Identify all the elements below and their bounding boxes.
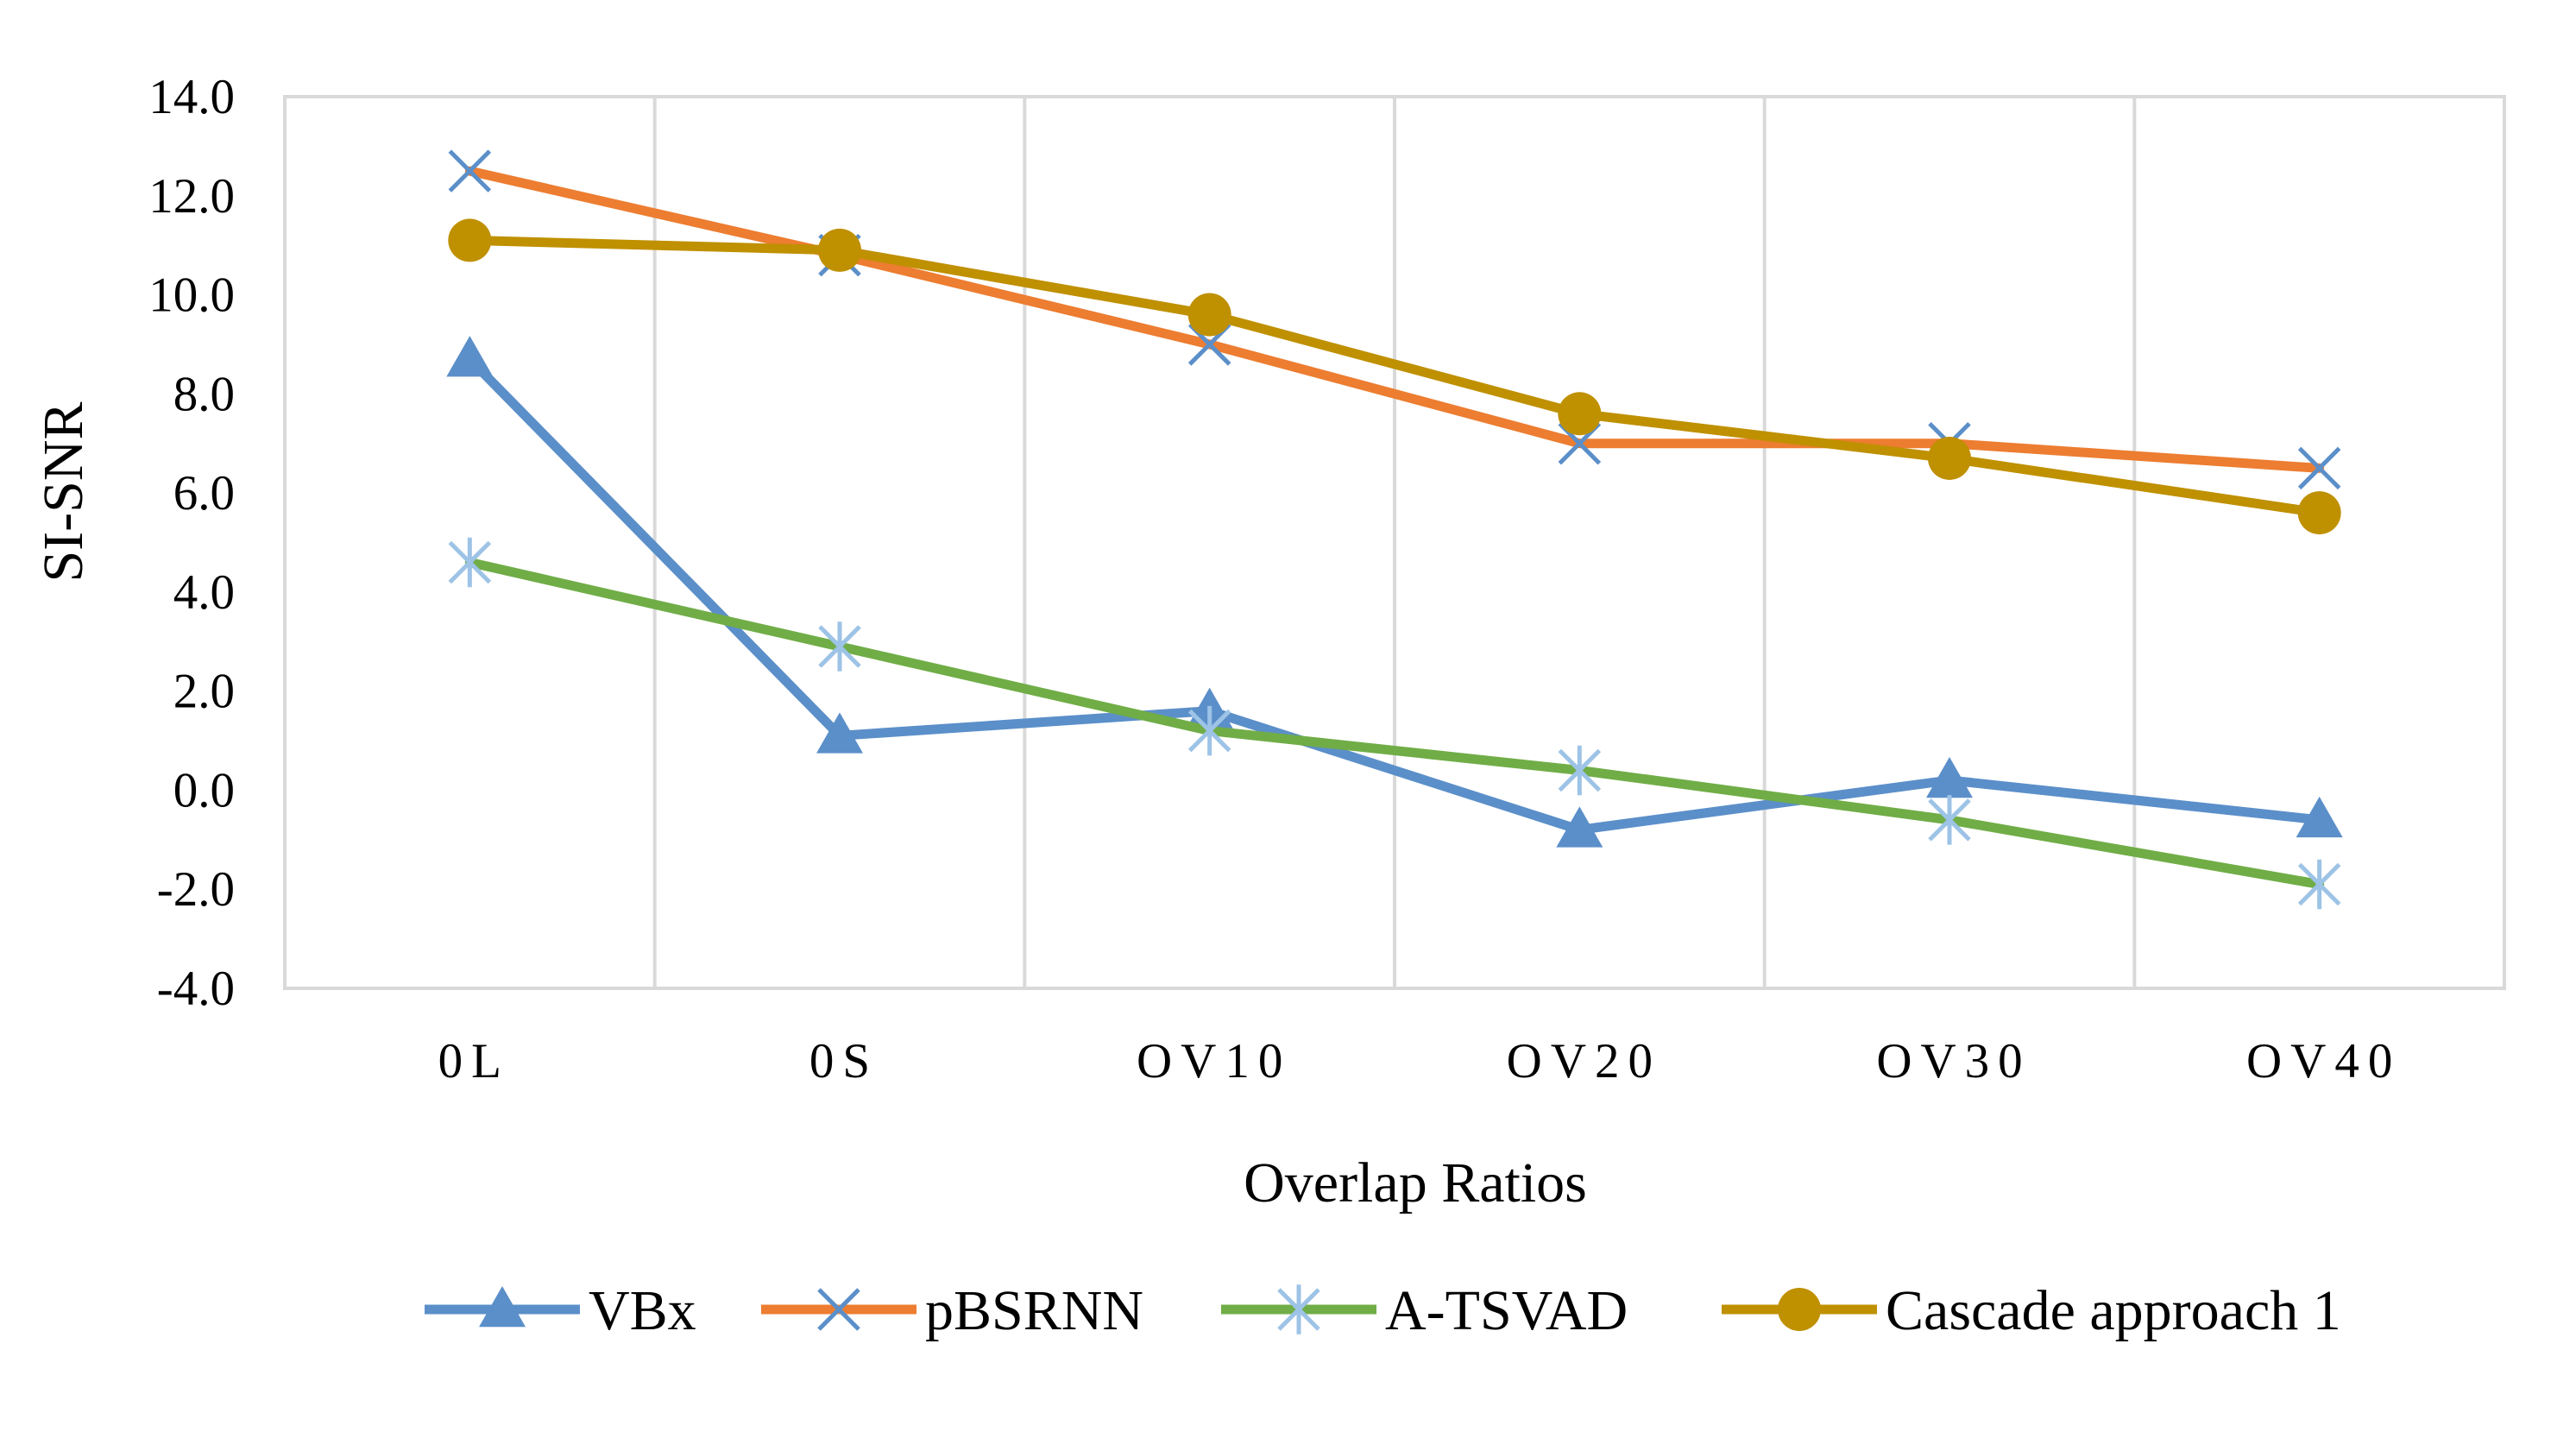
x-marker [2297,446,2341,490]
y-tick-label: 10.0 [148,268,235,323]
y-axis-title: SI-SNR [32,401,95,582]
legend-item-pbsrnn: pBSRNN [761,1279,1143,1342]
x-tick-label: 0S [809,1034,879,1088]
x-tick-label: 0L [438,1034,510,1088]
x-tick-label: OV20 [1507,1034,1661,1088]
x-marker-stroke [2297,446,2341,490]
grid [652,97,2137,988]
legend: VBx pBSRNN A-TSVAD Cascade approach 1 [425,1279,2341,1342]
asterisk-marker [818,621,861,672]
legend-label: A-TSVAD [1385,1279,1628,1342]
plot-area-border [283,95,2506,990]
triangle-marker [446,336,494,377]
triangle-marker [1556,806,1603,848]
series-line [464,235,2325,518]
y-tick-label: 8.0 [173,367,235,421]
y-tick-label: 0.0 [173,763,235,817]
circle-marker [818,228,861,272]
y-tick-label: 4.0 [173,565,235,620]
series [446,149,2343,910]
y-tick-label: 12.0 [148,169,235,224]
x-marker [817,1288,860,1331]
legend-item-vbx: VBx [425,1279,696,1342]
circle-marker [2297,491,2341,535]
axes [283,95,2506,990]
circle-marker [1778,1288,1821,1331]
asterisk-marker [1277,1284,1320,1334]
circle-marker [1187,293,1231,337]
x-axis-title: Overlap Ratios [1244,1151,1587,1214]
legend-label: VBx [589,1279,696,1342]
asterisk-marker [448,537,492,588]
triangle-marker [479,1286,526,1328]
y-tick-label: -4.0 [157,962,235,1016]
triangle-marker [816,712,863,754]
x-marker-stroke [817,1288,860,1331]
y-tick-label: 14.0 [148,70,235,124]
series-cascade-approach-1 [448,218,2341,535]
x-tick-label: OV40 [2246,1034,2401,1088]
y-tick-label: -2.0 [157,862,235,917]
asterisk-marker [1928,795,1971,845]
circle-marker [1558,392,1602,436]
asterisk-marker [2297,859,2341,910]
series-line [464,166,2325,473]
circle-marker [1928,436,1971,480]
series-a-tsvad [448,537,2341,910]
circle-marker [448,218,492,262]
triangle-marker [2296,796,2343,838]
series-line [464,354,2325,835]
y-tick-label: 2.0 [173,665,235,719]
x-marker-stroke [448,149,492,192]
y-tick-labels: -4.0 -2.0 0.0 2.0 4.0 6.0 8.0 10.0 12.0 14.0 [148,70,235,1016]
x-tick-label: OV10 [1137,1034,1291,1088]
legend-label: pBSRNN [925,1279,1143,1342]
asterisk-marker [1187,705,1231,756]
legend-item-a-tsvad: A-TSVAD [1221,1279,1628,1342]
x-tick-label: OV30 [1876,1034,2031,1088]
asterisk-marker [1558,745,1602,796]
legend-item-cascade-approach-1: Cascade approach 1 [1722,1279,2341,1342]
triangle-marker [1926,756,1973,798]
y-tick-label: 6.0 [173,466,235,520]
legend-label: Cascade approach 1 [1886,1279,2341,1342]
x-tick-labels: 0L 0S OV10 OV20 OV30 OV40 [438,1034,2401,1088]
series-line [464,557,2325,889]
x-marker [448,149,492,192]
